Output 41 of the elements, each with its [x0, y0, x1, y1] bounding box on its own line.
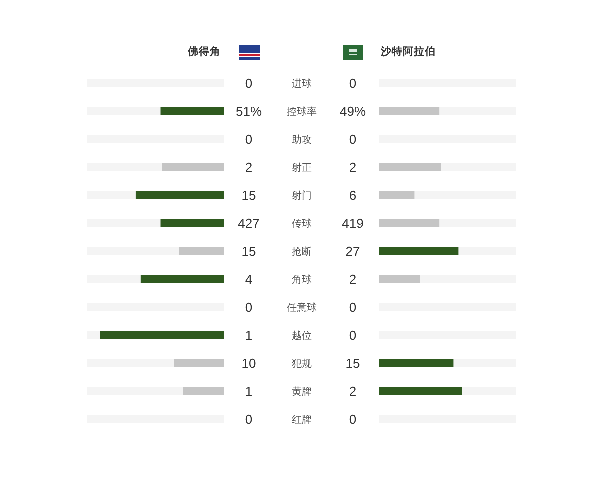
text: 15 — [242, 244, 256, 259]
text: 10 — [242, 356, 256, 371]
text: 1 — [245, 328, 253, 343]
y-tick-label: 犯规 — [292, 358, 312, 370]
y-tick-label: 射正 — [292, 162, 312, 174]
text: 2 — [349, 160, 357, 175]
text: 佛得角 — [187, 45, 221, 58]
y-tick-label: 越位 — [292, 330, 312, 342]
text: 0 — [245, 76, 253, 91]
text: 0 — [245, 300, 253, 315]
text: 427 — [238, 216, 260, 231]
y-tick-label: 助攻 — [292, 134, 312, 146]
text: 15 — [346, 356, 360, 371]
text: 51% — [236, 104, 262, 119]
text: 沙特阿拉伯 — [380, 45, 436, 58]
text: 2 — [349, 272, 357, 287]
text: 0 — [349, 132, 357, 147]
text: 0 — [349, 328, 357, 343]
text: 1 — [245, 384, 253, 399]
text: 419 — [342, 216, 364, 231]
text: 0 — [349, 412, 357, 427]
text: 2 — [349, 384, 357, 399]
y-tick-label: 角球 — [292, 274, 312, 286]
y-tick-label: 进球 — [292, 78, 312, 90]
text: 27 — [346, 244, 360, 259]
text: 2 — [245, 160, 253, 175]
y-tick-label: 控球率 — [287, 106, 317, 118]
y-tick-label: 传球 — [292, 218, 312, 230]
y-tick-label: 抢断 — [292, 246, 312, 258]
y-tick-label: 任意球 — [286, 302, 317, 314]
text: 0 — [245, 412, 253, 427]
text: 15 — [242, 188, 256, 203]
text: 0 — [245, 132, 253, 147]
y-tick-label: 射门 — [292, 190, 312, 202]
text: 6 — [349, 188, 357, 203]
text: 4 — [245, 272, 253, 287]
y-tick-label: 红牌 — [292, 414, 312, 426]
text: 49% — [340, 104, 366, 119]
y-tick-label: 黄牌 — [292, 386, 312, 398]
text: 0 — [349, 76, 357, 91]
text: 0 — [349, 300, 357, 315]
